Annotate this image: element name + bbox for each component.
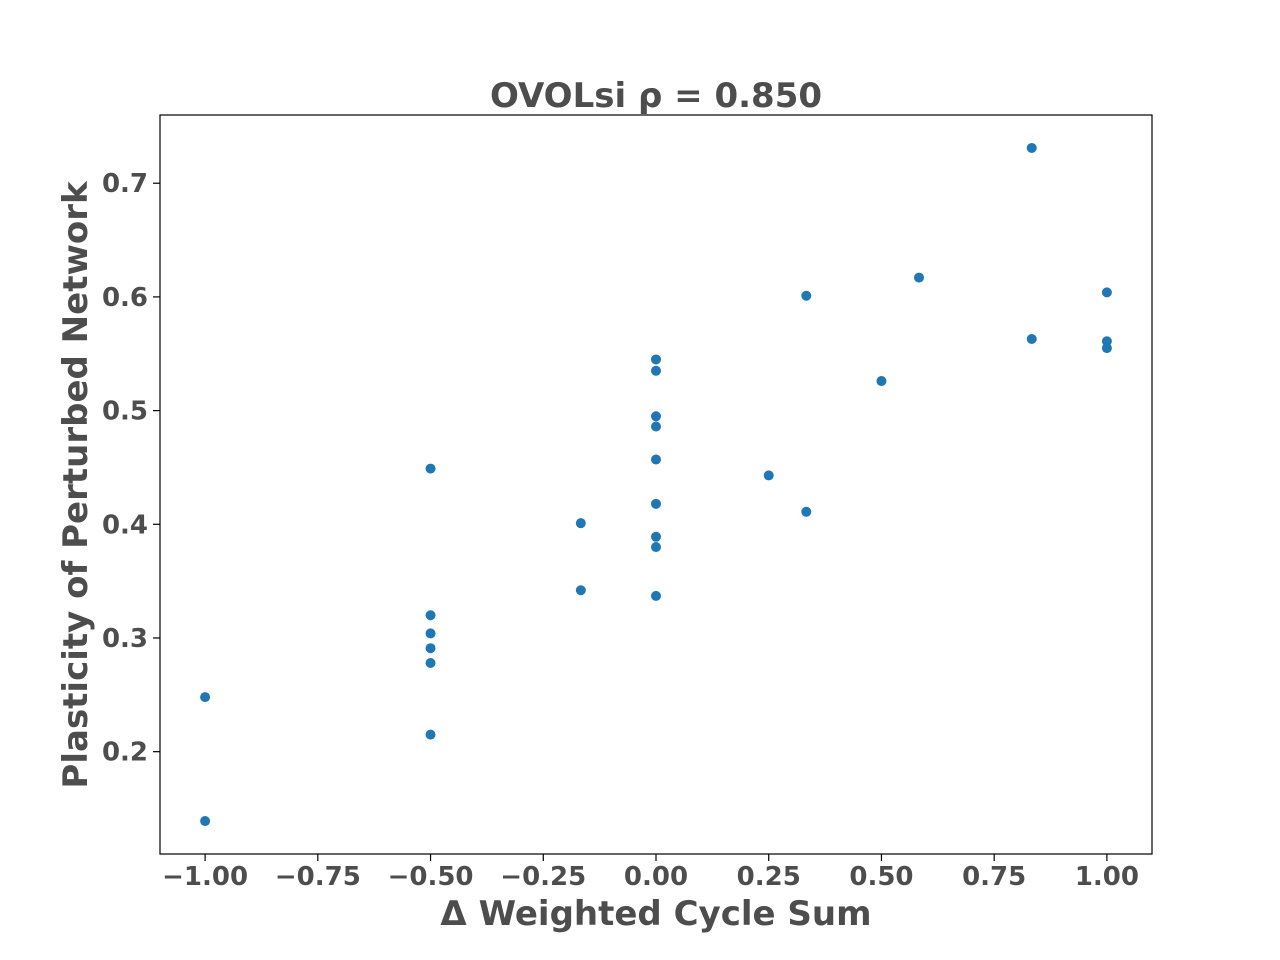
- scatter-point: [575, 518, 586, 529]
- scatter-point: [651, 590, 661, 601]
- scatter-point: [575, 585, 586, 596]
- scatter-point: [651, 411, 661, 422]
- y-tick-label: 0.5: [102, 397, 148, 427]
- y-tick-label: 0.2: [102, 738, 148, 768]
- x-tick-label: 0.25: [737, 862, 801, 892]
- scatter-point: [1026, 142, 1037, 153]
- y-tick-label: 0.7: [102, 169, 148, 199]
- x-tick-label: 1.00: [1075, 862, 1139, 892]
- x-tick-label: 0.50: [849, 862, 913, 892]
- scatter-point: [651, 454, 661, 465]
- scatter-point: [200, 816, 211, 827]
- y-tick-label: 0.3: [102, 624, 148, 654]
- scatter-point: [651, 354, 661, 365]
- y-tick-label: 0.4: [102, 510, 148, 540]
- x-tick-label: −0.50: [388, 862, 474, 892]
- scatter-point: [651, 421, 661, 432]
- y-tick-label: 0.6: [102, 283, 148, 313]
- scatter-point: [651, 542, 661, 553]
- scatter-point: [801, 506, 812, 517]
- x-tick-label: −1.00: [162, 862, 248, 892]
- x-tick-label: 0.00: [624, 862, 688, 892]
- scatter-point: [1101, 343, 1112, 354]
- scatter-point: [1101, 287, 1112, 298]
- x-tick-label: −0.25: [500, 862, 586, 892]
- scatter-point: [425, 643, 436, 654]
- scatter-point: [1026, 333, 1037, 344]
- scatter-point: [425, 463, 436, 474]
- scatter-point: [651, 531, 661, 542]
- scatter-point: [425, 729, 436, 740]
- x-axis-label: Δ Weighted Cycle Sum: [440, 894, 871, 934]
- x-axis-ticks: −1.00 −0.75 −0.50 −0.25 0.00 0.25 0.50 0.75 1.00: [162, 854, 1139, 892]
- scatter-point: [763, 470, 774, 481]
- chart-title: OVOLsi ρ = 0.850: [490, 76, 822, 116]
- x-tick-label: −0.75: [275, 862, 361, 892]
- scatter-point: [425, 628, 436, 639]
- scatter-point: [651, 498, 661, 509]
- data-points: [200, 142, 1112, 827]
- scatter-point: [425, 610, 436, 621]
- y-axis-ticks: 0.2 0.3 0.4 0.5 0.6 0.7: [102, 169, 160, 768]
- scatter-point: [801, 290, 812, 301]
- scatter-point: [914, 272, 925, 283]
- y-axis-label: Plasticity of Perturbed Network: [56, 180, 96, 789]
- scatter-point: [651, 365, 661, 376]
- scatter-point: [425, 657, 436, 668]
- scatter-point: [876, 376, 887, 387]
- scatter-point: [200, 692, 211, 703]
- x-tick-label: 0.75: [962, 862, 1026, 892]
